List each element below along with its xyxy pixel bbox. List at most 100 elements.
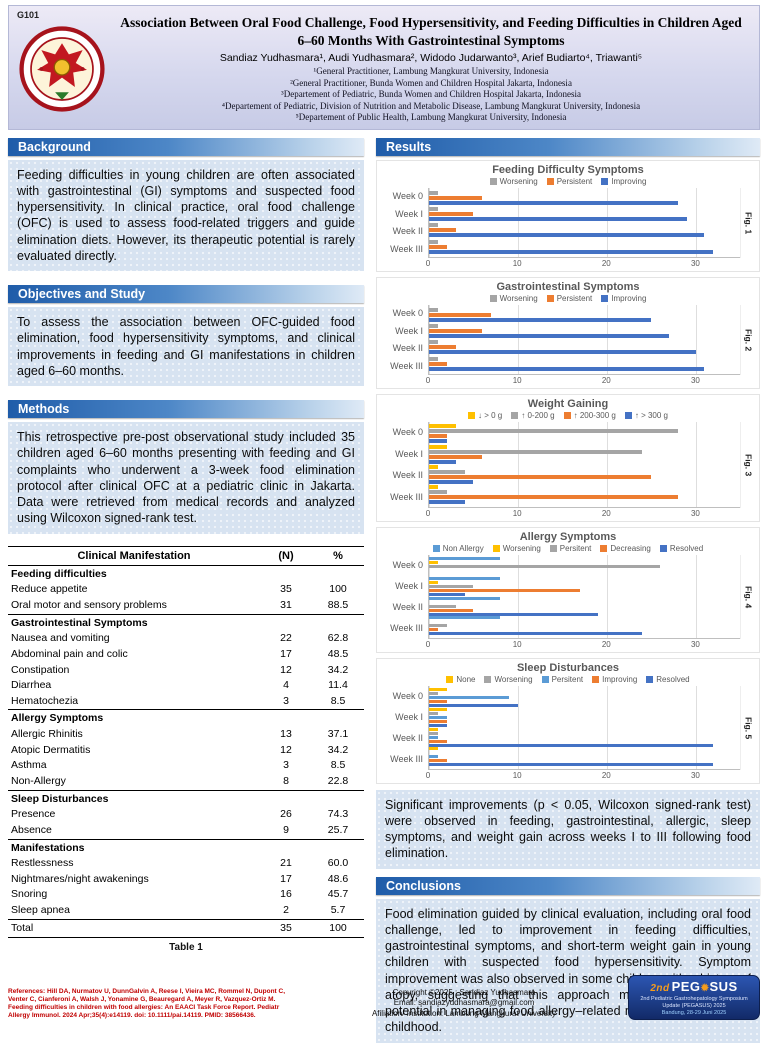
bar bbox=[429, 490, 447, 495]
pegasus-sun-icon: ✹ bbox=[700, 983, 710, 995]
legend-swatch bbox=[446, 675, 454, 683]
category-label: Week III bbox=[390, 623, 423, 634]
bar bbox=[429, 500, 465, 505]
table-cell: Manifestations bbox=[8, 838, 260, 857]
legend-label: Persistent bbox=[556, 176, 593, 186]
chart-legend: Worsening Persistent Improving bbox=[380, 294, 756, 303]
gridline bbox=[695, 421, 697, 507]
table-cell: 13 bbox=[280, 728, 292, 741]
bar bbox=[429, 449, 643, 454]
legend-item: ↓ > 0 g bbox=[467, 411, 502, 420]
figure-label: Fig. 2 bbox=[740, 304, 756, 375]
category-label: Week II bbox=[392, 602, 423, 613]
chart-body: Week 0 Week I Week II Week III Fig. 1 bbox=[380, 187, 756, 258]
table-row: Sleep Disturbances bbox=[8, 789, 364, 808]
affiliation-line: ¹General Practitioner, Lambung Mangkurat… bbox=[313, 66, 549, 77]
copyright-block: Copyright ©2025 : Sandiaz Yudhasmara Ema… bbox=[310, 988, 618, 1020]
category-label: Week II bbox=[392, 343, 423, 354]
table-cell: 62.8 bbox=[327, 632, 349, 645]
conclusions-heading: Conclusions bbox=[376, 876, 760, 895]
axis-tick: 10 bbox=[512, 770, 522, 780]
table-row: Oral motor and sensory problems 31 88.5 bbox=[8, 598, 364, 614]
table-cell bbox=[312, 789, 364, 808]
legend-label: None bbox=[456, 674, 476, 684]
table-row: Absence 9 25.7 bbox=[8, 823, 364, 839]
axis-row: 0 10 20 30 bbox=[380, 770, 756, 781]
table-head: Clinical Manifestation (N) % bbox=[8, 545, 364, 566]
table-cell: 3 bbox=[283, 759, 289, 772]
bar-group bbox=[429, 444, 740, 464]
authors-line: Sandiaz Yudhasmara¹, Audi Yudhasmara², W… bbox=[219, 52, 643, 65]
pegasus-2nd: 2nd bbox=[650, 983, 670, 995]
bar-group bbox=[429, 707, 740, 727]
legend-swatch bbox=[484, 675, 492, 683]
legend-item: Improving bbox=[601, 177, 646, 186]
bar bbox=[429, 345, 456, 350]
bar-group bbox=[429, 238, 740, 254]
table-cell: 88.5 bbox=[327, 598, 349, 611]
table-cell bbox=[260, 838, 312, 857]
content-columns: Background Feeding difficulties in young… bbox=[8, 130, 760, 1047]
bar bbox=[429, 628, 438, 632]
bar bbox=[429, 696, 509, 700]
legend-swatch bbox=[546, 177, 554, 185]
category-label: Week 0 bbox=[392, 427, 423, 438]
plot-area bbox=[428, 304, 740, 375]
category-labels: Week 0 Week I Week II Week III bbox=[380, 422, 428, 508]
legend-item: Worsening bbox=[484, 674, 533, 684]
category-label: Week I bbox=[395, 448, 423, 459]
bar-group bbox=[429, 424, 740, 444]
table-cell: 48.5 bbox=[327, 647, 349, 660]
table-cell: Constipation bbox=[11, 663, 70, 676]
category-label: Week II bbox=[392, 733, 423, 744]
table-cell: Presence bbox=[11, 808, 56, 821]
copyright-line: Copyright ©2025 : Sandiaz Yudhasmara bbox=[392, 987, 536, 997]
category-label: Week III bbox=[390, 243, 423, 254]
university-crest-icon bbox=[19, 26, 105, 112]
table-cell bbox=[260, 789, 312, 808]
affiliations: ¹General Practitioner, Lambung Mangkurat… bbox=[115, 66, 747, 124]
table-row: Allergic Rhinitis 13 37.1 bbox=[8, 727, 364, 743]
chart-legend: None Worsening Persitent Improving Resolved bbox=[380, 675, 756, 684]
legend-label: Worsening bbox=[499, 176, 538, 186]
chart-title: Feeding Difficulty Symptoms bbox=[492, 163, 644, 176]
bar-group bbox=[429, 222, 740, 238]
bar bbox=[429, 474, 652, 479]
bar bbox=[429, 576, 501, 580]
masthead-text: Association Between Oral Food Challenge,… bbox=[115, 14, 747, 124]
bar bbox=[429, 688, 447, 692]
legend-swatch bbox=[549, 544, 557, 552]
table-cell: Asthma bbox=[11, 759, 47, 772]
category-label: Week II bbox=[392, 470, 423, 481]
bar bbox=[429, 424, 456, 429]
legend-label: Non Allergy bbox=[442, 543, 484, 553]
university-logo bbox=[19, 26, 105, 112]
table-cell: 25.7 bbox=[327, 823, 349, 836]
objectives-text: To assess the association between OFC-gu… bbox=[8, 307, 364, 387]
axis-spacer bbox=[380, 770, 428, 781]
methods-heading: Methods bbox=[8, 400, 364, 419]
conclusions-text: Food elimination guided by clinical eval… bbox=[376, 898, 760, 1043]
axis-tick: 0 bbox=[425, 375, 431, 385]
x-axis: 0 10 20 30 bbox=[425, 375, 740, 386]
legend-label: ↑ > 300 g bbox=[634, 410, 668, 420]
plot-area bbox=[428, 554, 740, 639]
axis-tick: 0 bbox=[425, 258, 431, 268]
legend-label: Worsening bbox=[494, 674, 533, 684]
bar bbox=[429, 324, 438, 329]
table-cell: Gastrointestinal Symptoms bbox=[8, 613, 260, 632]
legend-swatch bbox=[601, 177, 609, 185]
pegasus-name-left: PEG bbox=[671, 979, 701, 995]
table-cell: Allergy Symptoms bbox=[8, 709, 260, 728]
legend-label: Resolved bbox=[669, 543, 704, 553]
table-cell: 12 bbox=[280, 743, 292, 756]
figure-label: Fig. 5 bbox=[740, 685, 756, 770]
copyright-email: Email: sandiazyudhasmara@gmail.com bbox=[393, 998, 535, 1008]
bar-group bbox=[429, 596, 740, 616]
gridline bbox=[695, 187, 697, 257]
axis-tick: 30 bbox=[690, 375, 700, 385]
methods-text: This retrospective pre-post observationa… bbox=[8, 422, 364, 534]
legend-swatch bbox=[541, 675, 549, 683]
legend-label: ↑ 200-300 g bbox=[573, 410, 616, 420]
gridline bbox=[606, 554, 608, 638]
